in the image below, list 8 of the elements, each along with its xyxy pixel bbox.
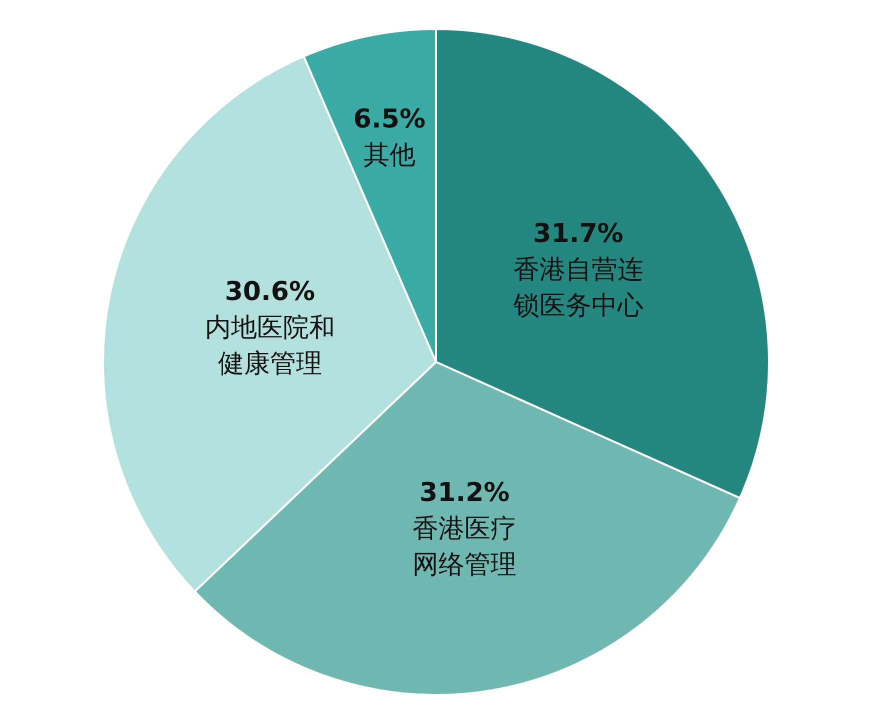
slice-label: 香港自营连锁医务中心 xyxy=(512,254,644,321)
data-label: 30.6% xyxy=(224,277,316,308)
data-label: 6.5% xyxy=(353,104,426,134)
slice-label: 内地医院和健康管理 xyxy=(204,313,335,380)
slice-label: 其他 xyxy=(363,140,416,170)
data-label: 31.7% xyxy=(533,218,624,249)
data-label: 31.2% xyxy=(420,478,510,508)
slice-label: 香港医疗网络管理 xyxy=(412,514,517,580)
